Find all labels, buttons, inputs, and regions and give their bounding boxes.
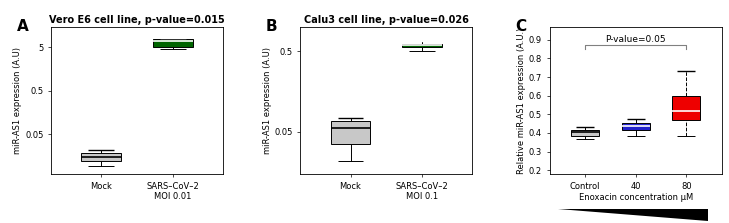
Y-axis label: Relative miR-AS1 expression (A.U.): Relative miR-AS1 expression (A.U.) — [517, 27, 526, 173]
Bar — [82, 153, 121, 161]
Title: Calu3 cell line, p-value=0.026: Calu3 cell line, p-value=0.026 — [304, 14, 469, 25]
Title: Vero E6 cell line, p-value=0.015: Vero E6 cell line, p-value=0.015 — [49, 14, 225, 25]
Text: C: C — [515, 19, 526, 34]
X-axis label: Enoxacin concentration μM: Enoxacin concentration μM — [579, 193, 693, 202]
Bar — [331, 121, 370, 144]
Bar — [153, 39, 192, 47]
Y-axis label: miR-AS1 expression (A.U): miR-AS1 expression (A.U) — [262, 47, 272, 154]
Polygon shape — [558, 209, 708, 221]
Bar — [672, 96, 701, 120]
Bar — [572, 130, 599, 136]
Y-axis label: miR-AS1 expression (A.U): miR-AS1 expression (A.U) — [13, 47, 23, 154]
Text: A: A — [17, 19, 28, 34]
Bar — [402, 44, 442, 47]
Bar — [622, 123, 650, 130]
Text: P-value=0.05: P-value=0.05 — [605, 35, 666, 44]
Text: B: B — [266, 19, 278, 34]
